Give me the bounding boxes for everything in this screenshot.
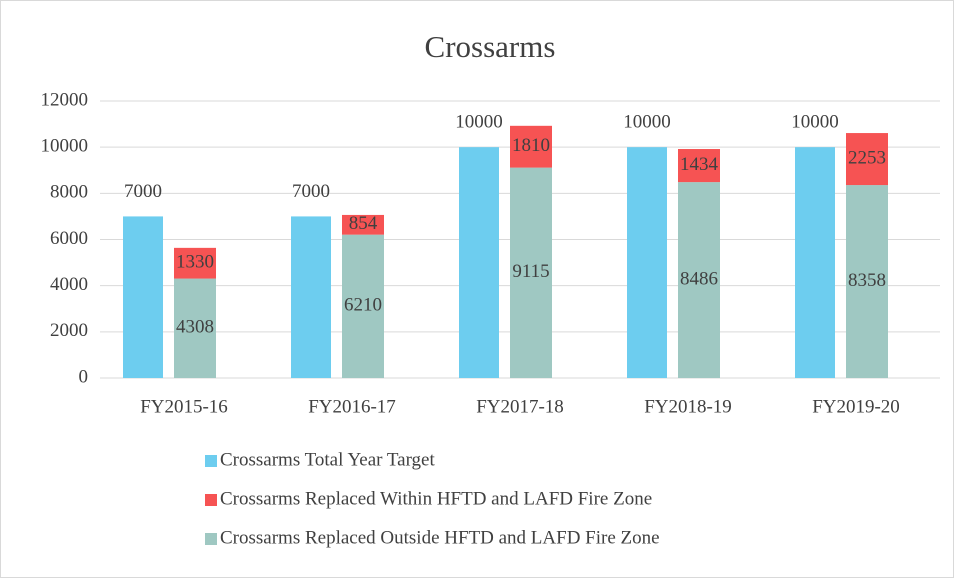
bar xyxy=(174,247,216,279)
chart-title: Crossarms xyxy=(425,29,556,64)
data-label: 10000 xyxy=(455,112,503,133)
data-label: 1434 xyxy=(680,154,719,175)
data-label: 1330 xyxy=(176,252,214,273)
data-label: 1810 xyxy=(512,135,550,156)
legend-swatch xyxy=(205,533,217,545)
bar xyxy=(795,147,835,378)
y-tick-label: 4000 xyxy=(50,274,88,295)
bar xyxy=(459,147,499,378)
data-label: 8486 xyxy=(680,268,718,289)
bar xyxy=(123,216,163,378)
bar xyxy=(174,278,216,378)
legend-swatch xyxy=(205,494,217,506)
bar xyxy=(846,133,888,186)
legend-label: Crossarms Total Year Target xyxy=(220,449,435,470)
data-label: 10000 xyxy=(791,112,839,133)
legend-label: Crossarms Replaced Within HFTD and LAFD … xyxy=(220,488,652,509)
bar xyxy=(627,147,667,378)
bar xyxy=(510,167,552,378)
data-label: 4308 xyxy=(176,317,214,338)
data-label: 854 xyxy=(349,213,378,234)
legend-swatch xyxy=(205,455,217,467)
bar xyxy=(342,234,384,378)
data-label: 2253 xyxy=(848,147,886,168)
y-tick-label: 10000 xyxy=(41,136,89,157)
bar xyxy=(342,214,384,235)
y-tick-label: 12000 xyxy=(41,89,89,110)
data-label: 8358 xyxy=(848,270,886,291)
bar xyxy=(846,185,888,378)
x-tick-label: FY2019-20 xyxy=(812,396,900,417)
y-tick-label: 6000 xyxy=(50,228,88,249)
x-tick-label: FY2015-16 xyxy=(140,396,228,417)
data-label: 7000 xyxy=(292,181,330,202)
y-tick-label: 0 xyxy=(79,366,89,387)
data-label: 10000 xyxy=(623,112,671,133)
data-label: 9115 xyxy=(512,261,549,282)
x-tick-label: FY2016-17 xyxy=(308,396,396,417)
x-tick-label: FY2018-19 xyxy=(644,396,732,417)
bar xyxy=(291,216,331,378)
y-tick-label: 2000 xyxy=(50,320,88,341)
data-label: 6210 xyxy=(344,295,382,316)
data-label: 7000 xyxy=(124,181,162,202)
y-tick-label: 8000 xyxy=(50,182,88,203)
x-tick-label: FY2017-18 xyxy=(476,396,564,417)
bar xyxy=(678,149,720,183)
legend-label: Crossarms Replaced Outside HFTD and LAFD… xyxy=(220,527,660,548)
bar xyxy=(678,182,720,378)
bar xyxy=(510,125,552,168)
